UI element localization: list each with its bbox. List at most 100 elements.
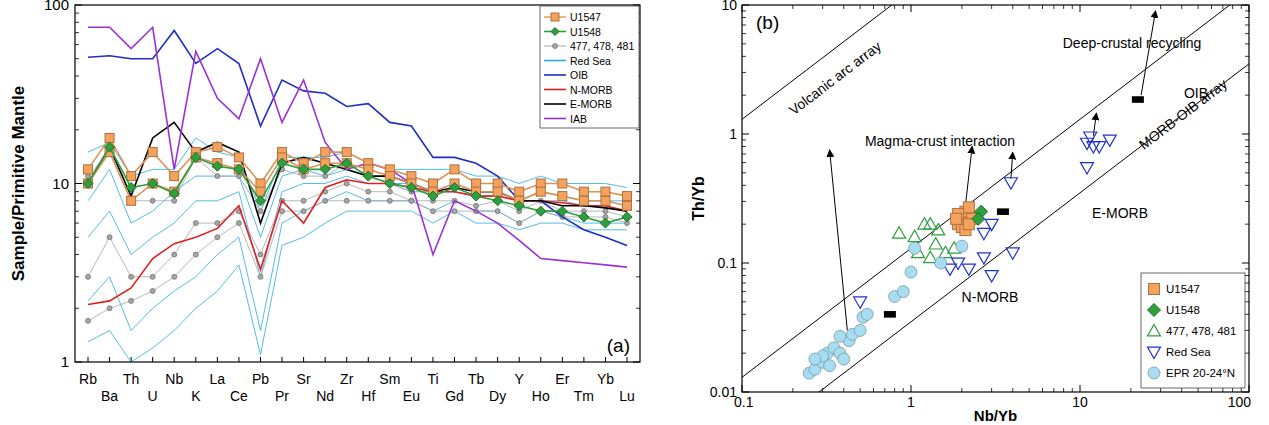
marker bbox=[83, 179, 93, 189]
marker bbox=[977, 253, 990, 264]
marker bbox=[255, 196, 265, 206]
y-tick bbox=[1242, 263, 1249, 264]
x-tick bbox=[627, 357, 628, 362]
marker bbox=[1148, 367, 1160, 379]
marker bbox=[342, 148, 351, 157]
marker bbox=[363, 171, 373, 181]
marker bbox=[600, 218, 610, 228]
marker bbox=[1148, 325, 1161, 336]
arrow bbox=[965, 147, 972, 206]
y-tick bbox=[742, 134, 749, 135]
x-tick bbox=[911, 385, 912, 392]
marker bbox=[493, 187, 502, 196]
marker bbox=[558, 179, 567, 188]
legend-label: E-MORB bbox=[570, 98, 612, 110]
marker bbox=[558, 192, 567, 201]
marker bbox=[366, 189, 371, 194]
legend-label: U1547 bbox=[570, 11, 601, 23]
marker bbox=[452, 209, 457, 214]
legend-label: Red Sea bbox=[1166, 346, 1211, 358]
marker bbox=[148, 179, 158, 189]
marker bbox=[428, 191, 438, 201]
marker bbox=[861, 308, 873, 320]
x-tick bbox=[911, 5, 912, 12]
annotation: N-MORB bbox=[962, 289, 1019, 305]
marker bbox=[517, 221, 522, 226]
marker bbox=[105, 133, 114, 142]
x-tick-label: Sm bbox=[379, 371, 400, 387]
profile-line bbox=[88, 138, 627, 211]
marker bbox=[997, 208, 1009, 215]
x-tick bbox=[454, 357, 455, 362]
y-tick-label: 10 bbox=[52, 175, 69, 192]
marker bbox=[515, 187, 524, 196]
y-tick-label: 10 bbox=[721, 0, 737, 13]
marker bbox=[601, 196, 610, 205]
plot-frame bbox=[742, 5, 1249, 392]
marker bbox=[344, 198, 349, 203]
marker bbox=[129, 298, 134, 303]
marker bbox=[193, 221, 198, 226]
x-tick bbox=[152, 357, 153, 362]
x-tick bbox=[432, 357, 433, 362]
marker bbox=[601, 187, 610, 196]
marker bbox=[1093, 142, 1106, 153]
marker bbox=[495, 209, 500, 214]
arrow bbox=[1011, 152, 1013, 178]
marker bbox=[127, 196, 136, 205]
marker bbox=[557, 206, 567, 216]
reference-line bbox=[742, 5, 1249, 119]
legend-label: N-MORB bbox=[570, 84, 613, 96]
marker bbox=[951, 213, 962, 224]
x-tick-label: Th bbox=[123, 371, 139, 387]
legend-label: U1548 bbox=[570, 26, 601, 38]
y-tick-label: 1 bbox=[729, 126, 737, 142]
marker bbox=[450, 165, 459, 174]
marker bbox=[234, 153, 243, 162]
marker bbox=[1004, 178, 1017, 189]
marker bbox=[344, 181, 349, 186]
marker bbox=[1103, 135, 1116, 146]
marker bbox=[215, 235, 220, 240]
marker bbox=[258, 274, 263, 279]
marker bbox=[1132, 96, 1144, 103]
marker bbox=[212, 161, 222, 171]
marker bbox=[387, 189, 392, 194]
x-tick-label: Hf bbox=[361, 388, 375, 404]
x-tick bbox=[368, 357, 369, 362]
marker bbox=[551, 13, 559, 21]
x-tick bbox=[238, 357, 239, 362]
annotation: MORB-OIB array bbox=[1136, 75, 1230, 152]
legend-line bbox=[544, 89, 566, 91]
marker bbox=[884, 311, 896, 318]
y-tick-label: 0.1 bbox=[718, 255, 738, 271]
marker bbox=[215, 221, 220, 226]
y-tick bbox=[75, 183, 82, 184]
x-tick-label: Nd bbox=[316, 388, 334, 404]
marker bbox=[105, 142, 115, 152]
marker bbox=[536, 206, 546, 216]
marker bbox=[301, 209, 306, 214]
x-tick-label: La bbox=[210, 371, 226, 387]
annotation: E-MORB bbox=[1092, 205, 1148, 221]
x-tick bbox=[260, 357, 261, 362]
x-tick-label: Tb bbox=[468, 371, 485, 387]
annotation: Magma-crust interaction bbox=[865, 133, 1015, 149]
marker bbox=[236, 221, 241, 226]
x-tick bbox=[303, 357, 304, 362]
x-tick-label: Tm bbox=[574, 388, 594, 404]
x-tick-label: Rb bbox=[79, 371, 97, 387]
x-tick bbox=[540, 357, 541, 362]
marker bbox=[622, 212, 632, 222]
x-tick-label: Yb bbox=[597, 371, 614, 387]
panel-label: (b) bbox=[756, 12, 779, 33]
marker bbox=[107, 235, 112, 240]
x-tick bbox=[411, 357, 412, 362]
marker bbox=[129, 274, 134, 279]
marker bbox=[972, 212, 985, 225]
marker bbox=[493, 179, 502, 188]
marker bbox=[962, 264, 975, 275]
legend-label: Red Sea bbox=[570, 55, 611, 67]
profile-line bbox=[88, 211, 627, 362]
x-tick bbox=[325, 357, 326, 362]
